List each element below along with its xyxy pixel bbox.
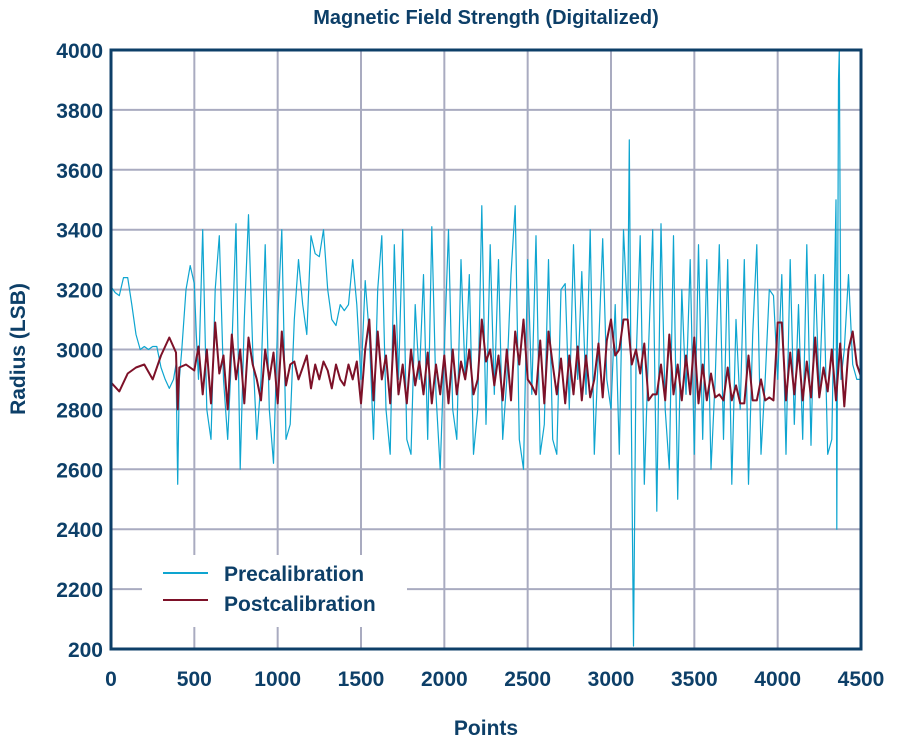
y-tick-label: 2800 [56, 399, 103, 422]
x-tick-label: 0 [105, 668, 117, 691]
x-tick-label: 1500 [338, 668, 385, 691]
y-tick-label: 2400 [56, 519, 103, 542]
y-tick-label: 2600 [56, 459, 103, 482]
x-axis-label: Points [454, 717, 518, 740]
series-line-postcalibration [110, 318, 862, 411]
x-tick-label: 4000 [754, 668, 801, 691]
y-tick-label: 3000 [56, 340, 103, 363]
y-tick-label: 2200 [56, 579, 103, 602]
y-tick-label: 3800 [56, 100, 103, 123]
x-tick-label: 2000 [421, 668, 468, 691]
x-tick-label: 3500 [671, 668, 718, 691]
x-tick-label: 3000 [588, 668, 635, 691]
y-tick-label: 3600 [56, 160, 103, 183]
x-tick-label: 500 [177, 668, 212, 691]
y-tick-label: 3200 [56, 280, 103, 303]
tick-labels: 200 2200 2400 2600 2800 3000 3200 3400 3600 3800 4… [56, 40, 884, 691]
legend-label-postcalibration: Postcalibration [224, 593, 376, 616]
y-tick-label: 200 [68, 639, 103, 662]
x-tick-label: 4500 [838, 668, 885, 691]
legend-background [142, 555, 407, 627]
series-layer [110, 49, 862, 647]
axes [109, 48, 863, 651]
chart-title: Magnetic Field Strength (Digitalized) [313, 7, 659, 29]
series-line-precalibration [110, 49, 861, 647]
plot-frame [109, 48, 863, 651]
x-tick-label: 1000 [254, 668, 301, 691]
y-tick-label: 3400 [56, 220, 103, 243]
x-tick-label: 2500 [504, 668, 551, 691]
y-tick-label: 4000 [56, 40, 103, 63]
legend: Precalibration Postcalibration [163, 563, 376, 616]
legend-label-precalibration: Precalibration [224, 563, 364, 586]
y-axis-label: Radius (LSB) [7, 283, 30, 415]
